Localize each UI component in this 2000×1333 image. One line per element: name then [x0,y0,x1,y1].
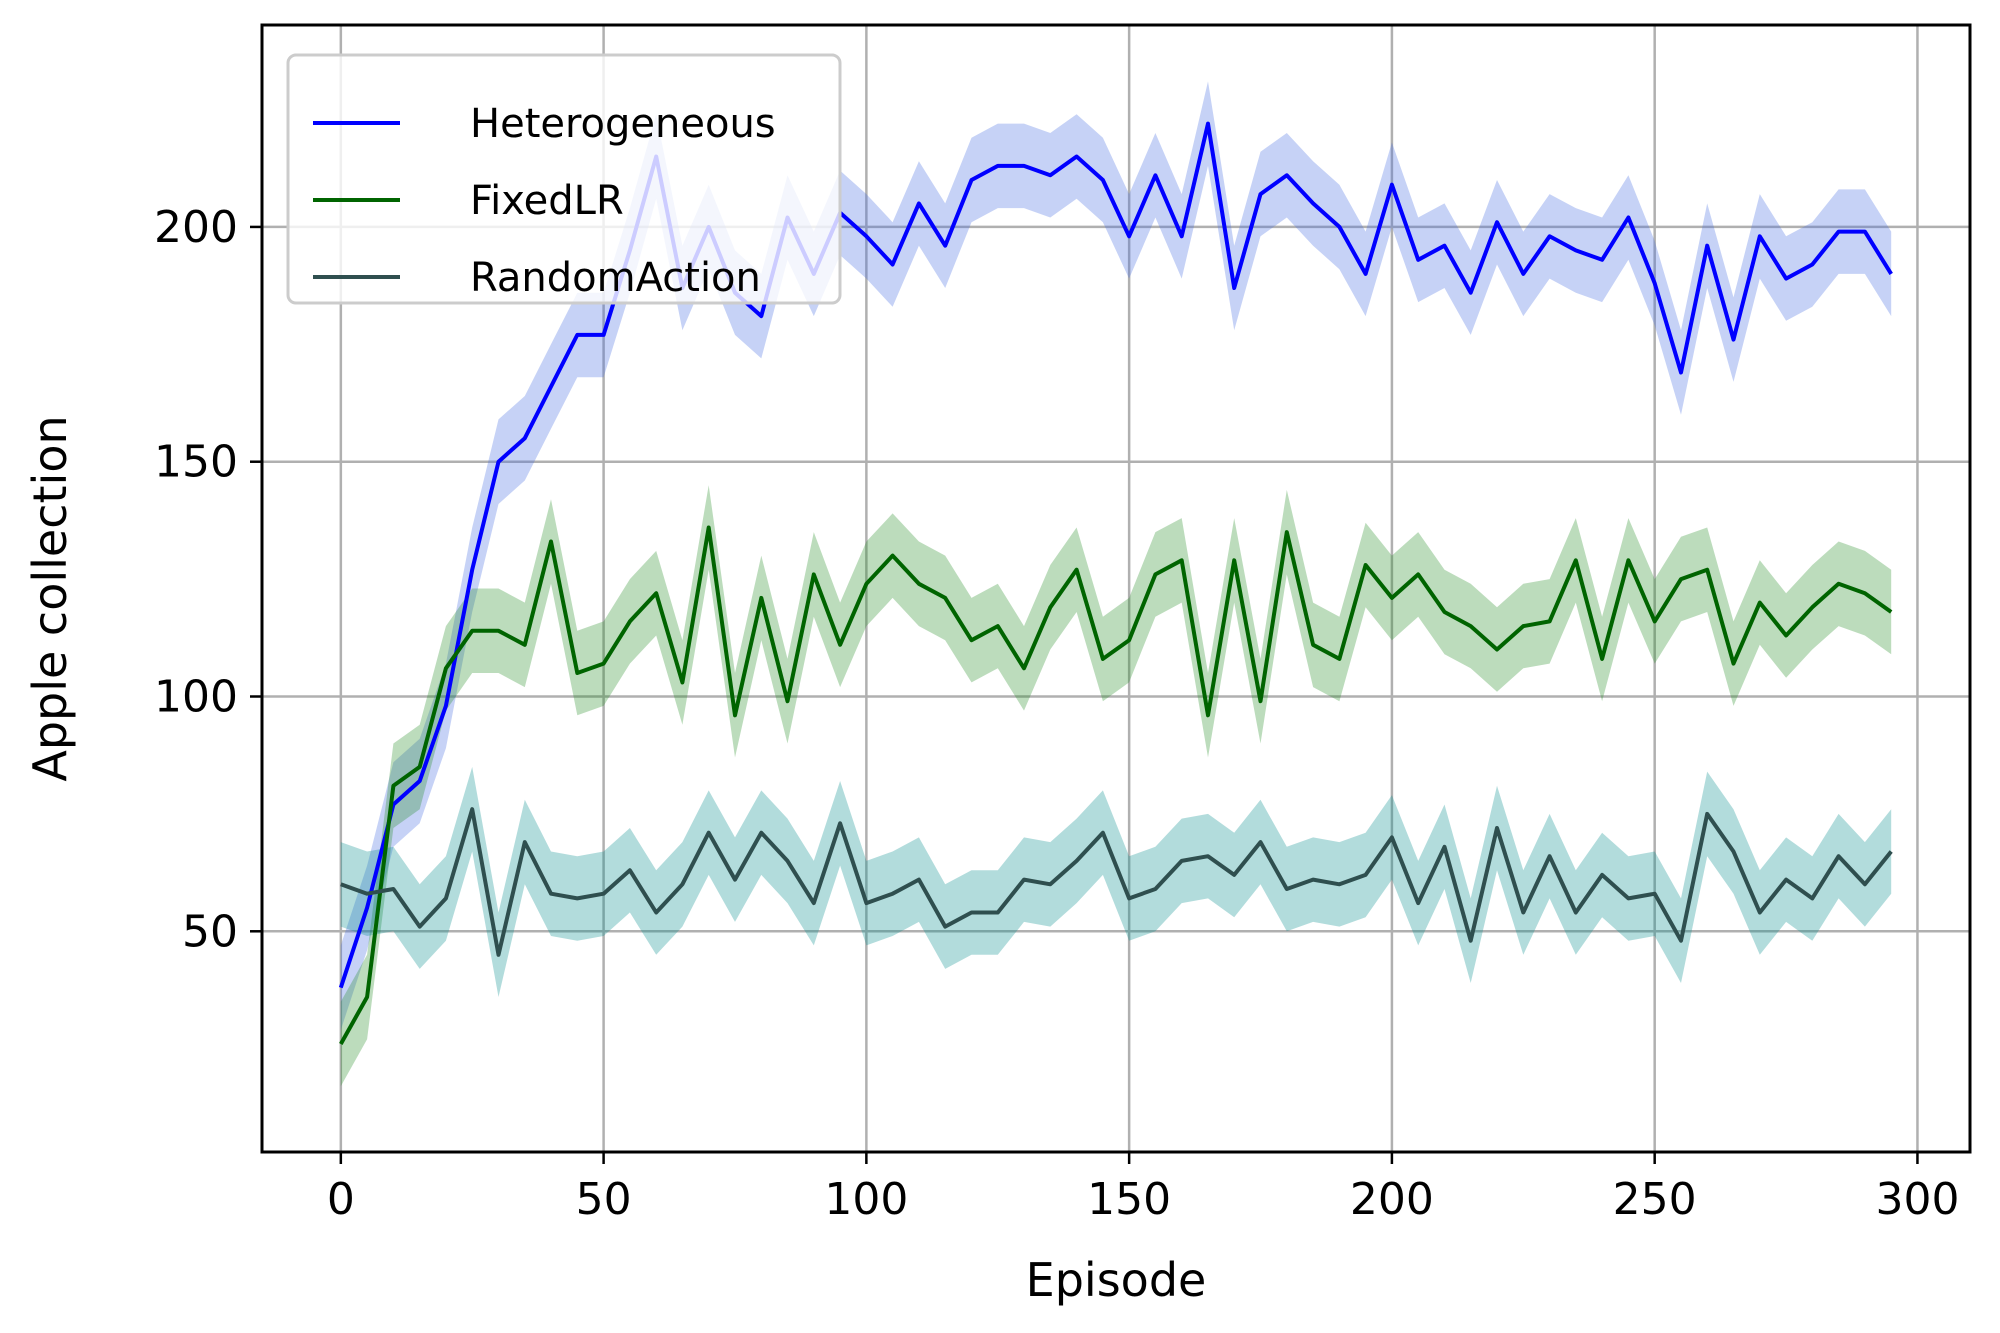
x-axis-label: Episode [1026,1253,1207,1307]
series-lines [338,121,1893,1045]
line-heterogeneous [338,121,1893,989]
y-tick-label: 200 [154,202,238,253]
legend-label: Heterogeneous [470,101,776,147]
x-axis-ticks: 0 50 100 150 200 250 300 [327,1152,1959,1225]
x-tick-label: 300 [1875,1174,1959,1225]
x-tick-label: 200 [1350,1174,1434,1225]
band-fixedlr [340,485,1892,1087]
legend-box [286,53,842,305]
line-randomaction [340,807,1893,957]
plot-frame [260,23,1972,1154]
band-randomaction [340,766,1892,997]
y-axis-label: Apple collection [23,415,77,781]
legend: Heterogeneous FixedLR RandomAction [286,53,842,305]
x-tick-label: 250 [1613,1174,1697,1225]
legend-label: RandomAction [470,255,761,301]
y-axis-ticks: 50 100 150 200 [154,202,262,957]
confidence-bands [340,81,1892,1087]
y-tick-label: 50 [182,906,238,957]
x-tick-label: 0 [327,1174,355,1225]
x-tick-label: 50 [576,1174,632,1225]
legend-label: FixedLR [470,178,624,224]
x-tick-label: 100 [824,1174,908,1225]
line-fixedlr [339,525,1893,1045]
y-tick-label: 150 [154,437,238,488]
y-tick-label: 100 [154,672,238,723]
x-tick-label: 150 [1087,1174,1171,1225]
